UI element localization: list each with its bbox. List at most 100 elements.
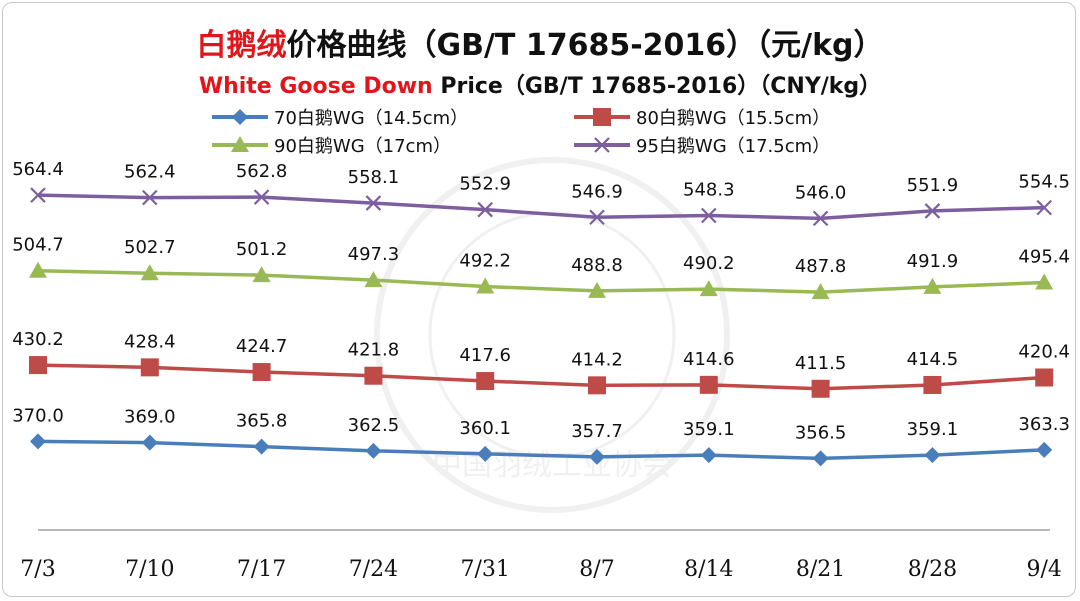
data-point bbox=[30, 187, 46, 203]
data-point bbox=[701, 207, 717, 224]
data-label: 490.2 bbox=[683, 253, 735, 274]
chart-title-cn-highlight: 白鹅绒 bbox=[196, 28, 286, 63]
x-tick-label: 7/10 bbox=[125, 557, 174, 582]
data-label: 414.6 bbox=[683, 349, 735, 370]
data-point bbox=[812, 210, 829, 227]
data-point bbox=[811, 379, 830, 398]
data-point bbox=[477, 445, 494, 462]
data-point-stroke-b bbox=[924, 203, 941, 219]
data-label: 551.9 bbox=[907, 175, 959, 196]
data-point bbox=[588, 281, 606, 298]
data-point bbox=[253, 438, 270, 455]
data-label: 428.4 bbox=[124, 331, 176, 352]
data-point bbox=[812, 450, 829, 467]
data-label: 546.0 bbox=[795, 182, 847, 203]
data-label: 414.2 bbox=[571, 349, 623, 370]
data-label: 495.4 bbox=[1018, 246, 1070, 267]
data-label: 365.8 bbox=[236, 411, 288, 432]
chart-title-en-rest: Price（GB/T 17685-2016）（CNY/kg） bbox=[433, 74, 881, 99]
legend: 70白鹅WG（14.5cm） 80白鹅WG（15.5cm） 90白鹅WG（17cm）… bbox=[212, 108, 830, 157]
data-label: 564.4 bbox=[12, 159, 64, 180]
x-tick-label: 8/7 bbox=[579, 557, 614, 582]
data-label: 491.9 bbox=[907, 251, 959, 272]
data-label: 420.4 bbox=[1018, 341, 1070, 362]
data-label: 359.1 bbox=[907, 419, 959, 440]
data-label: 411.5 bbox=[795, 353, 847, 374]
chart-title-cn: 白鹅绒价格曲线（GB/T 17685-2016）（元/kg） bbox=[196, 28, 883, 63]
legend-marker-3 bbox=[231, 136, 249, 152]
series-line-1 bbox=[37, 439, 1045, 461]
data-point-stroke-b bbox=[142, 189, 158, 206]
data-label: 497.3 bbox=[348, 244, 400, 265]
data-point bbox=[1036, 441, 1053, 458]
data-point bbox=[699, 375, 718, 394]
data-point bbox=[142, 189, 158, 206]
data-point-stroke-b bbox=[812, 210, 829, 227]
data-point bbox=[924, 203, 941, 219]
data-label: 558.1 bbox=[348, 167, 400, 188]
data-point bbox=[29, 261, 47, 278]
data-point bbox=[477, 201, 493, 218]
data-point bbox=[364, 271, 383, 288]
series-line-2 bbox=[37, 363, 1045, 391]
data-label: 501.2 bbox=[236, 239, 288, 260]
data-point bbox=[923, 277, 942, 294]
data-point-stroke-b bbox=[589, 209, 605, 226]
data-point bbox=[365, 195, 382, 211]
data-label: 357.7 bbox=[571, 421, 623, 442]
x-tick-label: 9/4 bbox=[1026, 557, 1061, 582]
data-label: 370.0 bbox=[12, 405, 64, 426]
data-label: 421.8 bbox=[348, 340, 400, 361]
data-point-stroke-b bbox=[30, 187, 46, 203]
data-point bbox=[476, 277, 495, 294]
data-point bbox=[699, 280, 718, 297]
series-group: 370.0 369.0 365.8 362.5 360.1 357.7 359.1 356.5… bbox=[12, 159, 1070, 467]
chart-title-cn-rest: 价格曲线（GB/T 17685-2016）（元/kg） bbox=[286, 28, 883, 63]
data-point bbox=[253, 189, 270, 205]
data-label: 424.7 bbox=[236, 336, 288, 357]
data-point bbox=[141, 434, 158, 451]
data-point bbox=[364, 366, 383, 385]
data-point bbox=[252, 363, 271, 382]
data-label: 562.4 bbox=[124, 162, 176, 183]
data-point-stroke-b bbox=[365, 195, 382, 211]
data-point-stroke-b bbox=[253, 189, 270, 205]
data-point bbox=[140, 358, 159, 377]
data-point bbox=[588, 376, 606, 395]
series-line-3 bbox=[37, 268, 1045, 294]
data-point bbox=[589, 209, 605, 226]
legend-marker-2 bbox=[593, 108, 611, 126]
data-point bbox=[924, 447, 941, 464]
data-label: 360.1 bbox=[459, 418, 511, 439]
data-point bbox=[365, 442, 382, 459]
data-label: 502.7 bbox=[124, 237, 176, 258]
x-tick-label: 7/24 bbox=[349, 557, 398, 582]
data-point bbox=[29, 356, 47, 375]
data-point-stroke-b bbox=[1036, 199, 1052, 216]
x-tick-label: 7/31 bbox=[460, 557, 509, 582]
data-point bbox=[589, 448, 605, 465]
legend-marker-4-stroke-b bbox=[594, 137, 610, 153]
data-label: 417.6 bbox=[459, 345, 511, 366]
data-label: 548.3 bbox=[683, 179, 735, 200]
x-tick-label: 7/17 bbox=[237, 557, 286, 582]
data-label: 487.8 bbox=[795, 256, 847, 277]
legend-label-4: 95白鹅WG（17.5cm） bbox=[636, 136, 830, 157]
data-point bbox=[700, 447, 717, 464]
data-label: 488.8 bbox=[571, 255, 623, 276]
data-label: 504.7 bbox=[12, 235, 64, 256]
legend-label-1: 70白鹅WG（14.5cm） bbox=[274, 108, 468, 129]
data-point bbox=[252, 266, 271, 283]
data-point bbox=[30, 433, 46, 450]
legend-marker-1 bbox=[232, 109, 248, 125]
legend-marker-4 bbox=[594, 137, 610, 153]
data-label: 362.5 bbox=[348, 415, 400, 436]
data-label: 356.5 bbox=[795, 422, 847, 443]
legend-label-3: 90白鹅WG（17cm） bbox=[274, 136, 451, 157]
data-label: 546.9 bbox=[571, 181, 623, 202]
chart-title-en-highlight: White Goose Down bbox=[199, 74, 433, 99]
data-point bbox=[923, 375, 942, 394]
x-tick-label: 8/14 bbox=[684, 557, 733, 582]
